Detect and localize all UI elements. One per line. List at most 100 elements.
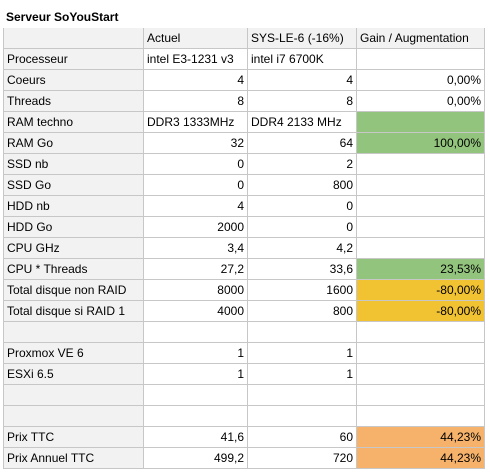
table-row: Processeur intel E3-1231 v3 intel i7 6700K — [3, 49, 485, 70]
row-label-cell[interactable]: CPU * Threads — [3, 259, 144, 280]
row-label-cell[interactable]: HDD Go — [3, 217, 144, 238]
table-row: SSD Go 0 800 — [3, 175, 485, 196]
table-row: Prix TTC 41,6 60 44,23% — [3, 427, 485, 448]
actuel-cell[interactable]: 41,6 — [144, 427, 248, 448]
row-label-cell[interactable]: Prix TTC — [3, 427, 144, 448]
row-label-cell[interactable]: Processeur — [3, 49, 144, 70]
gain-cell[interactable] — [357, 385, 485, 406]
sys-cell[interactable]: DDR4 2133 MHz — [248, 112, 357, 133]
table-row — [3, 385, 485, 406]
sys-cell[interactable]: 2 — [248, 154, 357, 175]
sys-cell[interactable]: 8 — [248, 91, 357, 112]
sys-cell[interactable] — [248, 322, 357, 343]
gain-cell[interactable] — [357, 238, 485, 259]
gain-cell[interactable] — [357, 49, 485, 70]
table-row: Total disque non RAID 8000 1600 -80,00% — [3, 280, 485, 301]
actuel-cell[interactable]: 27,2 — [144, 259, 248, 280]
sys-cell[interactable] — [248, 406, 357, 427]
gain-cell[interactable]: 0,00% — [357, 70, 485, 91]
table-row — [3, 322, 485, 343]
actuel-cell[interactable]: 1 — [144, 343, 248, 364]
gain-cell[interactable] — [357, 322, 485, 343]
actuel-cell[interactable]: 1 — [144, 364, 248, 385]
actuel-cell[interactable]: 0 — [144, 175, 248, 196]
actuel-cell[interactable]: 2000 — [144, 217, 248, 238]
gain-cell[interactable] — [357, 406, 485, 427]
actuel-cell[interactable]: 499,2 — [144, 448, 248, 469]
sys-cell[interactable]: 60 — [248, 427, 357, 448]
row-label-cell[interactable]: SSD nb — [3, 154, 144, 175]
table-row: HDD Go 2000 0 — [3, 217, 485, 238]
gain-cell[interactable]: 23,53% — [357, 259, 485, 280]
row-label-cell[interactable]: SSD Go — [3, 175, 144, 196]
actuel-cell[interactable] — [144, 385, 248, 406]
gain-cell[interactable] — [357, 364, 485, 385]
gain-cell[interactable] — [357, 154, 485, 175]
row-label-cell[interactable]: CPU GHz — [3, 238, 144, 259]
sys-cell[interactable]: 1 — [248, 364, 357, 385]
actuel-cell[interactable]: 0 — [144, 154, 248, 175]
sys-cell[interactable] — [248, 385, 357, 406]
sys-cell[interactable]: 0 — [248, 217, 357, 238]
gain-cell[interactable]: -80,00% — [357, 280, 485, 301]
row-label-cell[interactable]: Coeurs — [3, 70, 144, 91]
gain-cell[interactable] — [357, 112, 485, 133]
sys-cell[interactable]: 4,2 — [248, 238, 357, 259]
table-row: ESXi 6.5 1 1 — [3, 364, 485, 385]
gain-cell[interactable] — [357, 217, 485, 238]
gain-cell[interactable]: 44,23% — [357, 448, 485, 469]
sys-cell[interactable]: 64 — [248, 133, 357, 154]
sys-cell[interactable]: 1600 — [248, 280, 357, 301]
row-label-cell[interactable] — [3, 322, 144, 343]
row-label-cell[interactable]: Proxmox VE 6 — [3, 343, 144, 364]
actuel-cell[interactable]: 3,4 — [144, 238, 248, 259]
header-cell-actuel[interactable]: Actuel — [144, 28, 248, 49]
row-label-cell[interactable]: Threads — [3, 91, 144, 112]
sys-cell[interactable]: 0 — [248, 196, 357, 217]
actuel-cell[interactable]: 8 — [144, 91, 248, 112]
header-cell-gain[interactable]: Gain / Augmentation — [357, 28, 485, 49]
sys-cell[interactable]: 800 — [248, 175, 357, 196]
gain-cell[interactable] — [357, 175, 485, 196]
gain-cell[interactable]: 44,23% — [357, 427, 485, 448]
row-label-cell[interactable]: Total disque non RAID — [3, 280, 144, 301]
sys-cell[interactable]: intel i7 6700K — [248, 49, 357, 70]
table-row: Threads 8 8 0,00% — [3, 91, 485, 112]
table-row — [3, 406, 485, 427]
actuel-cell[interactable]: 32 — [144, 133, 248, 154]
actuel-cell[interactable]: 8000 — [144, 280, 248, 301]
sheet-title[interactable]: Serveur SoYouStart — [6, 9, 119, 24]
table-row: RAM techno DDR3 1333MHz DDR4 2133 MHz — [3, 112, 485, 133]
actuel-cell[interactable]: 4000 — [144, 301, 248, 322]
gain-cell[interactable]: -80,00% — [357, 301, 485, 322]
actuel-cell[interactable]: 4 — [144, 70, 248, 91]
actuel-cell[interactable] — [144, 406, 248, 427]
gain-cell[interactable] — [357, 196, 485, 217]
gain-cell[interactable]: 100,00% — [357, 133, 485, 154]
actuel-cell[interactable]: 4 — [144, 196, 248, 217]
actuel-cell[interactable]: intel E3-1231 v3 — [144, 49, 248, 70]
table-row: RAM Go 32 64 100,00% — [3, 133, 485, 154]
header-cell-sys[interactable]: SYS-LE-6 (-16%) — [248, 28, 357, 49]
sys-cell[interactable]: 1 — [248, 343, 357, 364]
table-row: CPU * Threads 27,2 33,6 23,53% — [3, 259, 485, 280]
gain-cell[interactable] — [357, 343, 485, 364]
actuel-cell[interactable] — [144, 322, 248, 343]
row-label-cell[interactable]: HDD nb — [3, 196, 144, 217]
sys-cell[interactable]: 33,6 — [248, 259, 357, 280]
table-row: Prix Annuel TTC 499,2 720 44,23% — [3, 448, 485, 469]
row-label-cell[interactable]: RAM techno — [3, 112, 144, 133]
gain-cell[interactable]: 0,00% — [357, 91, 485, 112]
row-label-cell[interactable] — [3, 385, 144, 406]
spreadsheet: Serveur SoYouStart Actuel SYS-LE-6 (-16%… — [3, 5, 485, 469]
sys-cell[interactable]: 4 — [248, 70, 357, 91]
row-label-cell[interactable]: ESXi 6.5 — [3, 364, 144, 385]
row-label-cell[interactable]: RAM Go — [3, 133, 144, 154]
header-cell-label[interactable] — [3, 28, 144, 49]
sys-cell[interactable]: 720 — [248, 448, 357, 469]
row-label-cell[interactable]: Prix Annuel TTC — [3, 448, 144, 469]
row-label-cell[interactable]: Total disque si RAID 1 — [3, 301, 144, 322]
sys-cell[interactable]: 800 — [248, 301, 357, 322]
row-label-cell[interactable] — [3, 406, 144, 427]
actuel-cell[interactable]: DDR3 1333MHz — [144, 112, 248, 133]
